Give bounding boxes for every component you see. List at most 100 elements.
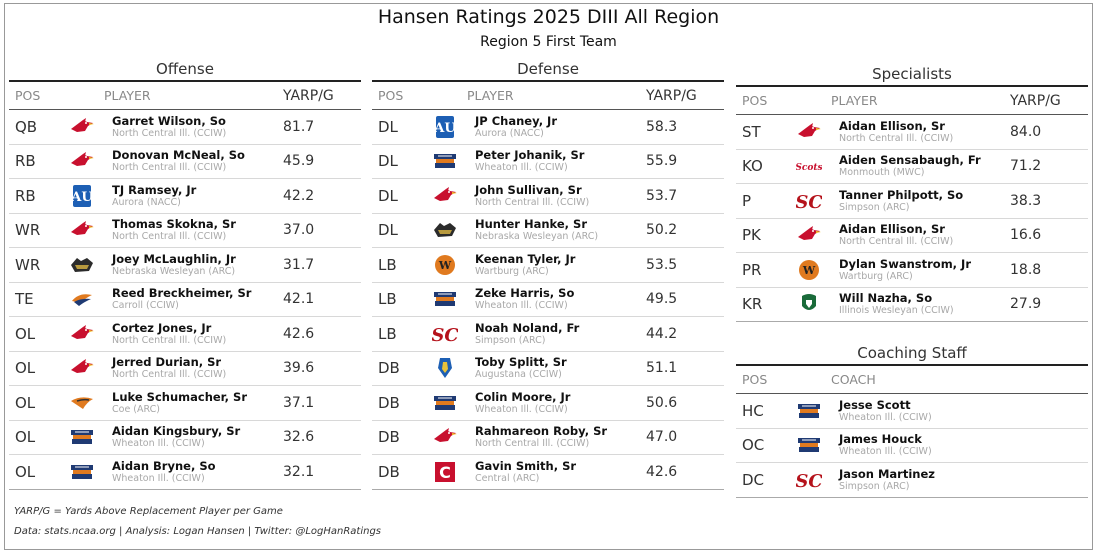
central-c-icon: C <box>422 460 467 484</box>
player-name: Dylan Swanstrom, Jr <box>839 256 972 271</box>
table-row: OL Luke Schumacher, Sr Coe (ARC) 37.1 <box>9 386 361 421</box>
position-cell: OC <box>742 436 765 455</box>
player-team: Simpson (ARC) <box>475 334 546 346</box>
position-cell: DL <box>378 117 398 136</box>
player-team: North Central Ill. (CCIW) <box>112 369 227 381</box>
wartburg-icon: W <box>422 253 467 277</box>
table-row: LB Zeke Harris, So Wheaton Ill. (CCIW) 4… <box>372 283 724 317</box>
position-cell: RB <box>15 152 36 171</box>
prairie-wolf-icon <box>59 255 104 275</box>
coaching-title: Coaching Staff <box>857 344 967 362</box>
player-name: TJ Ramsey, Jr <box>112 182 197 197</box>
pioneer-icon <box>59 289 104 309</box>
position-cell: HC <box>742 401 764 420</box>
monmouth-scots-icon: Scots <box>786 156 831 176</box>
player-name: Gavin Smith, Sr <box>475 458 577 473</box>
player-header: PLAYER <box>104 88 151 103</box>
position-cell: OL <box>15 462 36 481</box>
yarp-value: 32.6 <box>283 429 315 446</box>
player-name: Noah Noland, Fr <box>475 320 580 335</box>
credits: Data: stats.ncaa.org | Analysis: Logan H… <box>14 526 382 537</box>
player-team: Nebraska Wesleyan (ARC) <box>112 265 236 277</box>
table-row: RB Donovan McNeal, So North Central Ill.… <box>9 145 361 179</box>
table-row: KR Will Nazha, So Illinois Wesleyan (CCI… <box>736 288 1088 322</box>
yarp-value: 44.2 <box>646 325 678 342</box>
player-team: Aurora (NACC) <box>475 127 544 139</box>
player-team: North Central Ill. (CCIW) <box>839 236 954 248</box>
player-name: Will Nazha, So <box>839 291 933 306</box>
svg-text:Scots: Scots <box>796 163 822 173</box>
table-row: WR Joey McLaughlin, Jr Nebraska Wesleyan… <box>9 248 361 283</box>
player-name: James Houck <box>839 432 922 447</box>
player-name: Thomas Skokna, Sr <box>112 217 236 232</box>
yarp-value: 71.2 <box>1010 158 1042 175</box>
cardinal-icon <box>59 220 104 240</box>
pos-header: POS <box>742 93 768 108</box>
yarp-value: 18.8 <box>1010 261 1042 278</box>
thunder-icon <box>422 289 467 309</box>
cardinal-icon <box>59 151 104 171</box>
player-team: Wheaton Ill. (CCIW) <box>475 300 568 312</box>
pos-header: POS <box>378 88 404 103</box>
player-name: Rahmareon Roby, Sr <box>475 424 608 439</box>
yarp-value: 31.7 <box>283 256 315 273</box>
cardinal-icon <box>59 358 104 378</box>
player-team: Wheaton Ill. (CCIW) <box>112 472 205 484</box>
player-name: Jerred Durian, Sr <box>112 355 222 370</box>
yarp-value: 50.6 <box>646 394 678 411</box>
aurora-logo-icon: AU <box>59 184 104 208</box>
table-row: HC Jesse Scott Wheaton Ill. (CCIW) <box>736 394 1088 429</box>
yarp-value: 50.2 <box>646 222 678 239</box>
player-team: Wartburg (ARC) <box>839 270 913 282</box>
svg-text:AU: AU <box>434 121 456 136</box>
simpson-sc-icon: SC <box>786 468 831 492</box>
offense-title: Offense <box>156 60 214 78</box>
svg-text:AU: AU <box>71 190 93 205</box>
offense-section: Offense POS PLAYER YARP/G QB Garret Wils… <box>9 58 361 490</box>
position-cell: DB <box>378 359 400 378</box>
image-frame <box>4 3 1093 550</box>
yarp-value: 38.3 <box>1010 192 1042 209</box>
cardinal-icon <box>786 122 831 142</box>
table-row: PR W Dylan Swanstrom, Jr Wartburg (ARC) … <box>736 253 1088 288</box>
player-name: Zeke Harris, So <box>475 286 575 301</box>
position-cell: DB <box>378 393 400 412</box>
player-team: North Central Ill. (CCIW) <box>839 132 954 144</box>
player-name: Donovan McNeal, So <box>112 148 245 163</box>
player-header: PLAYER <box>467 88 514 103</box>
player-team: North Central Ill. (CCIW) <box>112 127 227 139</box>
table-row: LB SC Noah Noland, Fr Simpson (ARC) 44.2 <box>372 317 724 352</box>
player-team: North Central Ill. (CCIW) <box>112 334 227 346</box>
yarp-value: 42.1 <box>283 291 315 308</box>
player-name: Aidan Kingsbury, Sr <box>112 424 241 439</box>
table-row: DB Rahmareon Roby, Sr North Central Ill.… <box>372 421 724 455</box>
table-row: WR Thomas Skokna, Sr North Central Ill. … <box>9 214 361 248</box>
svg-text:C: C <box>439 463 451 482</box>
player-team: Wartburg (ARC) <box>475 265 549 277</box>
augustana-icon <box>422 356 467 380</box>
position-cell: DL <box>378 221 398 240</box>
table-row: OL Aidan Bryne, So Wheaton Ill. (CCIW) 3… <box>9 455 361 490</box>
table-row: KO Scots Aiden Sensabaugh, Fr Monmouth (… <box>736 150 1088 184</box>
yarp-value: 51.1 <box>646 360 678 377</box>
thunder-icon <box>422 393 467 413</box>
yarp-value: 39.6 <box>283 360 315 377</box>
player-name: Hunter Hanke, Sr <box>475 217 588 232</box>
position-cell: KR <box>742 295 763 314</box>
yarp-header: YARP/G <box>646 87 697 104</box>
yarp-value: 32.1 <box>283 463 315 480</box>
player-name: Jesse Scott <box>839 397 911 412</box>
player-header: PLAYER <box>831 93 878 108</box>
simpson-sc-icon: SC <box>422 322 467 346</box>
yarp-value: 42.6 <box>283 325 315 342</box>
thunder-icon <box>786 401 831 421</box>
yarp-header: YARP/G <box>1010 92 1061 109</box>
simpson-sc-icon: SC <box>786 189 831 213</box>
svg-text:SC: SC <box>432 325 458 346</box>
yarp-value: 53.5 <box>646 256 678 273</box>
yarp-value: 58.3 <box>646 118 678 135</box>
defense-title: Defense <box>517 60 579 78</box>
table-row: P SC Tanner Philpott, So Simpson (ARC) 3… <box>736 184 1088 219</box>
table-row: OL Jerred Durian, Sr North Central Ill. … <box>9 352 361 386</box>
svg-text:SC: SC <box>796 471 822 492</box>
